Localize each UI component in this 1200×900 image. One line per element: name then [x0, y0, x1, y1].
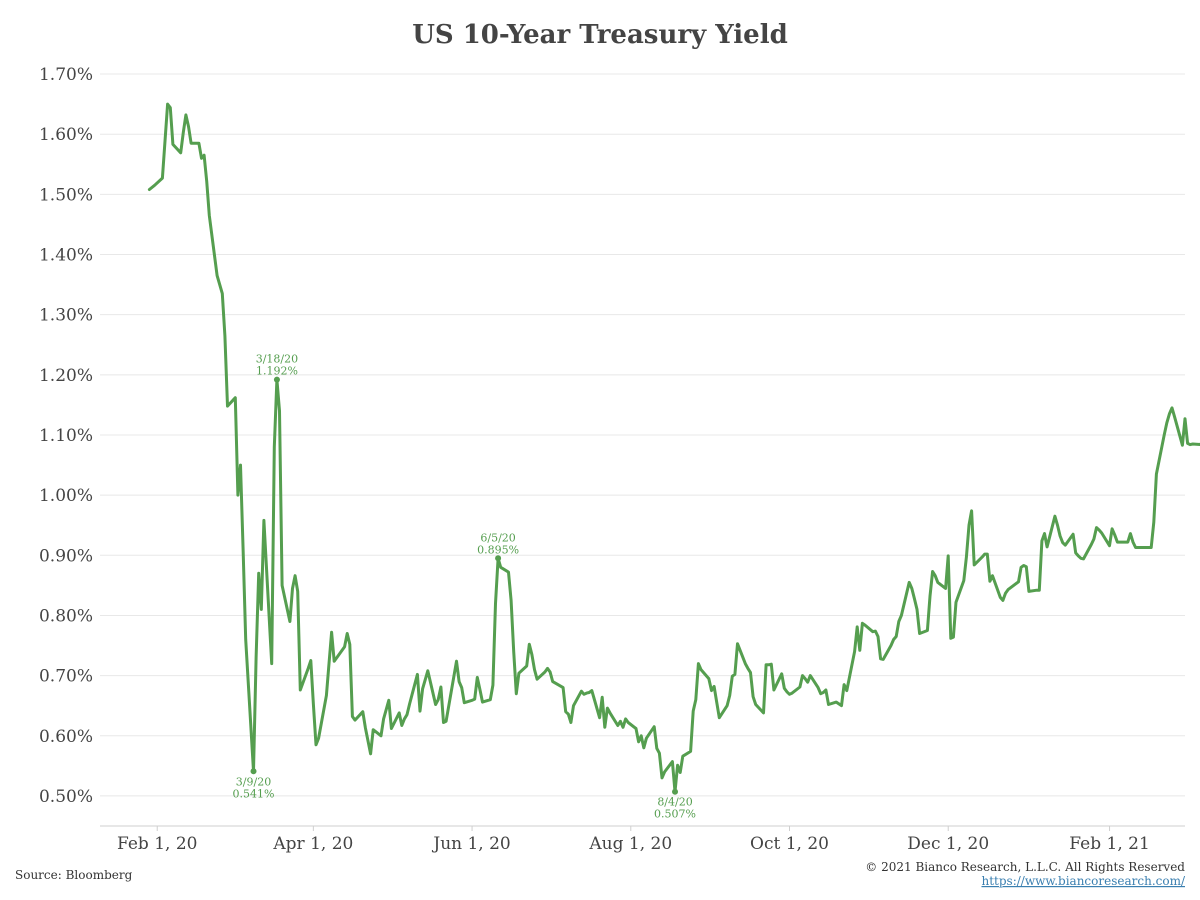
x-tick-label: Dec 1, 20: [907, 834, 989, 854]
annotation-value: 0.895%: [477, 543, 519, 556]
x-axis: Feb 1, 20 Apr 1, 20 Jun 1, 20 Aug 1, 20 Oct …: [117, 826, 1150, 854]
x-tick-label: Oct 1, 20: [750, 834, 829, 854]
y-tick-label: 1.70%: [39, 65, 93, 85]
y-tick-label: 1.30%: [39, 306, 93, 326]
x-tick-label: Feb 1, 20: [117, 834, 197, 854]
annotation-date: 6/5/20: [480, 531, 515, 544]
y-tick-label: 0.90%: [39, 546, 93, 566]
annotation-value: 0.507%: [654, 808, 696, 821]
y-tick-label: 1.60%: [39, 125, 93, 145]
y-tick-label: 1.40%: [39, 246, 93, 266]
y-tick-label: 1.00%: [39, 486, 93, 506]
y-tick-label: 0.50%: [39, 787, 93, 807]
y-tick-label: 0.80%: [39, 606, 93, 626]
annotation-date: 3/9/20: [236, 775, 271, 788]
y-tick-label: 1.20%: [39, 366, 93, 386]
series-line: [147, 102, 1200, 794]
annotation-point: [672, 788, 679, 795]
x-tick-label: Jun 1, 20: [431, 834, 510, 854]
x-tick-label: Feb 1, 21: [1069, 834, 1149, 854]
website-link[interactable]: https://www.biancoresearch.com/: [981, 874, 1185, 888]
chart-title: US 10-Year Treasury Yield: [412, 20, 788, 50]
y-tick-label: 1.10%: [39, 426, 93, 446]
annotation-point: [273, 376, 280, 383]
annotation-point: [250, 768, 257, 775]
annotation-date: 3/18/20: [256, 353, 298, 366]
annotation-date: 8/4/20: [657, 796, 692, 809]
grid: [100, 73, 1185, 797]
copyright-note: © 2021 Bianco Research, L.L.C. All Right…: [865, 860, 1185, 874]
annotation-value: 1.192%: [256, 365, 298, 378]
source-note: Source: Bloomberg: [15, 868, 133, 882]
annotation-point: [495, 555, 502, 562]
y-tick-label: 0.70%: [39, 667, 93, 687]
y-tick-label: 1.50%: [39, 185, 93, 205]
x-tick-label: Aug 1, 20: [588, 834, 672, 854]
annotations: 3/18/201.192% 3/9/200.541% 6/5/200.895% 8/4…: [233, 353, 696, 821]
series-group: [147, 102, 1200, 794]
annotation-value: 0.541%: [233, 787, 275, 800]
x-tick-label: Apr 1, 20: [272, 834, 353, 854]
y-tick-label: 0.60%: [39, 727, 93, 747]
y-axis: 0.50% 0.60% 0.70% 0.80% 0.90% 1.00% 1.10% 1.20%…: [39, 65, 93, 807]
